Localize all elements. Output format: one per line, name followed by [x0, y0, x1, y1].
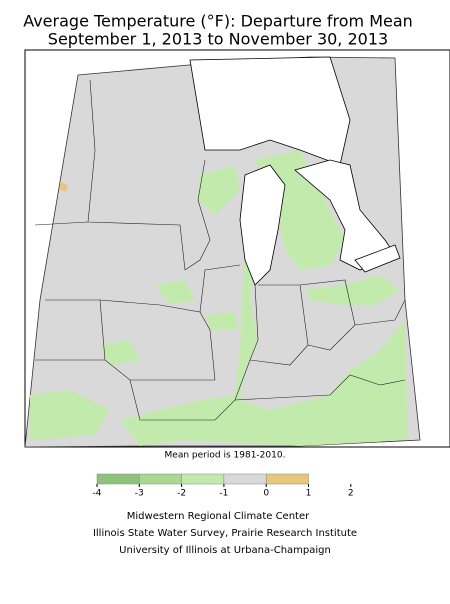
legend-tick-label: -1: [219, 489, 228, 499]
warm-area: [60, 182, 68, 192]
legend-tick-label: -3: [135, 489, 144, 499]
credit: University of Illinois at Urbana-Champai…: [119, 545, 331, 556]
legend-tick-label: 0: [263, 489, 269, 499]
legend-tick-label: 1: [306, 489, 312, 499]
credit: Illinois State Water Survey, Prairie Res…: [93, 528, 357, 539]
title-line: Average Temperature (°F): Departure from…: [23, 12, 413, 31]
lakes: [189, 56, 401, 286]
title-line: September 1, 2013 to November 30, 2013: [48, 30, 388, 49]
legend-swatch: [181, 473, 225, 485]
legend-tick-label: -2: [177, 489, 186, 499]
legend: -4 -3 -2 -1 0 1 2: [93, 473, 354, 499]
legend-swatch: [265, 473, 309, 485]
legend-tick-label: 2: [348, 489, 354, 499]
legend-swatch: [223, 473, 267, 485]
legend-swatch: [96, 473, 140, 485]
legend-swatch: [139, 473, 182, 485]
credit: Midwestern Regional Climate Center: [127, 511, 310, 522]
state-borders: [34, 79, 406, 421]
note: Mean period is 1981-2010.: [165, 451, 286, 461]
legend-tick-label: -4: [93, 489, 102, 499]
map: [24, 49, 450, 448]
